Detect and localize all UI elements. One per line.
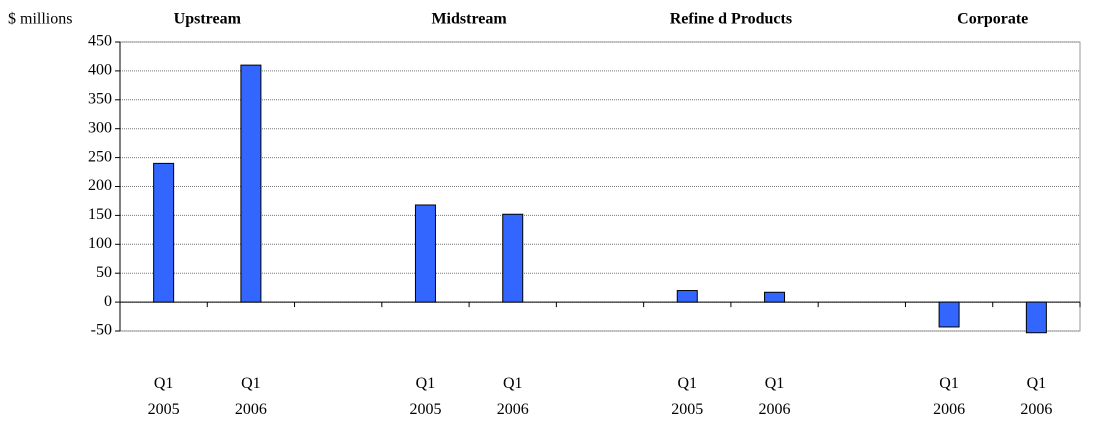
group-title: Refine d Products xyxy=(670,11,792,28)
x-tick-label: Q1 2006 xyxy=(497,375,529,418)
x-tick-label-line: 2005 xyxy=(409,401,441,418)
y-tick-label: -50 xyxy=(91,322,112,339)
x-tick-label-line: 2005 xyxy=(671,401,703,418)
y-tick-label: 150 xyxy=(88,206,112,223)
x-tick-label: Q1 2006 xyxy=(235,375,267,418)
bar xyxy=(414,204,436,303)
bar xyxy=(938,301,960,328)
group-title: Midstream xyxy=(431,11,507,28)
x-tick-label: Q1 2005 xyxy=(409,375,441,418)
y-tick-label: 450 xyxy=(88,33,112,50)
y-tick-label: 200 xyxy=(88,177,112,194)
x-tick-label-line: Q1 xyxy=(241,375,261,392)
x-tick-label: Q1 2006 xyxy=(1020,375,1052,418)
x-tick-label-line: Q1 xyxy=(416,375,436,392)
y-tick-label: 350 xyxy=(88,90,112,107)
y-tick-label: 300 xyxy=(88,119,112,136)
x-tick-label: Q1 2006 xyxy=(759,375,791,418)
x-tick-label-line: Q1 xyxy=(677,375,697,392)
y-tick-label: 100 xyxy=(88,235,112,252)
bar xyxy=(764,291,786,303)
bar xyxy=(676,290,698,303)
x-tick-label-line: 2006 xyxy=(1020,401,1052,418)
x-tick-label: Q1 2006 xyxy=(933,375,965,418)
bar xyxy=(1025,301,1047,334)
x-tick-label-line: Q1 xyxy=(503,375,523,392)
x-tick-label-line: 2005 xyxy=(148,401,180,418)
y-tick-label: 250 xyxy=(88,148,112,165)
x-tick-label-line: 2006 xyxy=(235,401,267,418)
x-tick-label-line: Q1 xyxy=(154,375,174,392)
x-tick-label-line: Q1 xyxy=(939,375,959,392)
x-tick-label-line: 2006 xyxy=(933,401,965,418)
x-tick-label: Q1 2005 xyxy=(148,375,180,418)
x-tick-label-line: Q1 xyxy=(1027,375,1047,392)
x-tick-label-line: 2006 xyxy=(759,401,791,418)
bar xyxy=(153,162,175,303)
y-tick-label: 400 xyxy=(88,62,112,79)
x-tick-label: Q1 2005 xyxy=(671,375,703,418)
bar xyxy=(502,213,524,303)
bar xyxy=(240,64,262,303)
x-tick-label-line: Q1 xyxy=(765,375,785,392)
y-tick-label: 0 xyxy=(104,293,112,310)
y-tick-label: 50 xyxy=(96,264,112,281)
y-axis-label: $ millions xyxy=(8,11,72,28)
group-title: Upstream xyxy=(174,11,242,28)
x-tick-label-line: 2006 xyxy=(497,401,529,418)
group-title: Corporate xyxy=(957,11,1028,28)
